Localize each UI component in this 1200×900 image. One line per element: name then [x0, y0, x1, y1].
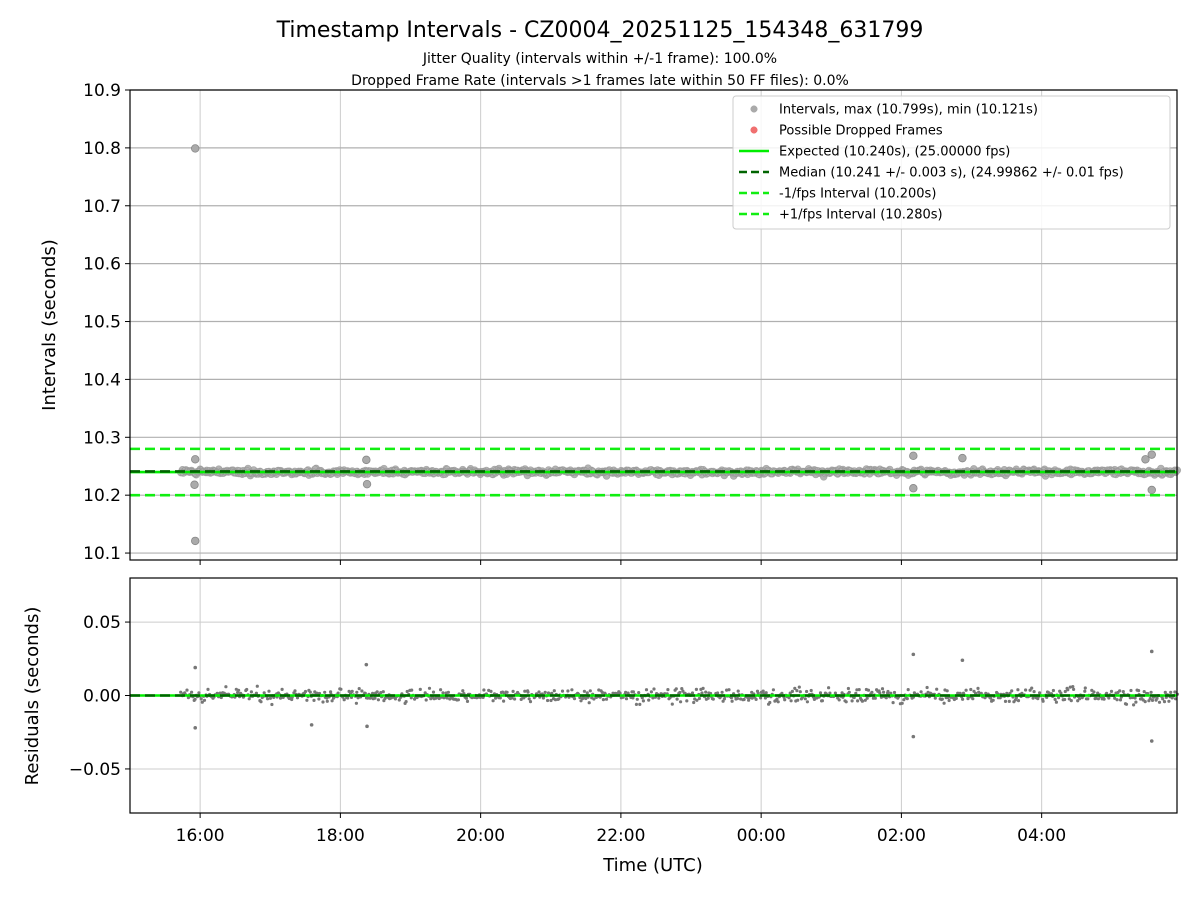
legend-box: [732, 95, 1171, 230]
intervals-y-tick-label: 10.2: [83, 486, 121, 506]
intervals-outlier-point: [1147, 485, 1156, 495]
legend-marker-0: [750, 105, 758, 113]
residuals-y-tick-label: 0.00: [83, 687, 121, 707]
chart-subtitle-dropped: Dropped Frame Rate (intervals >1 frames …: [351, 73, 849, 89]
residuals-panel: 0.05 0.00 −0.05 16:00 18:00 20:00 22:00 00:00 0…: [22, 577, 1180, 876]
x-tick-label: 18:00: [316, 826, 365, 846]
residuals-y-tick-label: −0.05: [69, 760, 121, 780]
intervals-y-tick-label: 10.6: [83, 255, 121, 275]
intervals-outlier-point: [191, 144, 200, 153]
intervals-plot-frame: [129, 89, 1178, 561]
legend-label-2: Expected (10.240s), (25.00000 fps): [779, 145, 1010, 160]
intervals-outlier-point: [362, 455, 371, 465]
intervals-outlier-point: [191, 455, 200, 464]
legend: Intervals, max (10.799s), min (10.121s) P…: [732, 95, 1171, 230]
residuals-outlier-point: [364, 662, 369, 667]
legend-label-3: Median (10.241 +/- 0.003 s), (24.99862 +…: [779, 166, 1124, 181]
intervals-y-tick-label: 10.7: [83, 197, 121, 217]
intervals-y-tick-label: 10.8: [83, 139, 121, 159]
residuals-outlier-point: [365, 724, 369, 729]
intervals-outlier-point: [362, 479, 372, 489]
intervals-y-tick-label: 10.4: [83, 370, 121, 390]
intervals-y-tick-label: 10.1: [83, 544, 121, 564]
intervals-outlier-point: [909, 484, 918, 493]
intervals-outlier-point: [1141, 455, 1150, 464]
intervals-panel: 10.1 10.2 10.3 10.4 10.5 10.6 10.7 10.8 10.9 Int…: [39, 81, 1182, 565]
legend-label-4: -1/fps Interval (10.200s): [779, 187, 936, 202]
x-tick-label: 00:00: [737, 826, 786, 846]
intervals-y-ticks: 10.1 10.2 10.3 10.4 10.5 10.6 10.7 10.8 10.9: [83, 81, 130, 564]
residuals-outlier-point: [1149, 739, 1154, 743]
residuals-outlier-point: [960, 658, 965, 663]
intervals-y-tick-label: 10.5: [83, 313, 121, 333]
residuals-outlier-point: [193, 726, 198, 730]
legend-label-0: Intervals, max (10.799s), min (10.121s): [779, 103, 1038, 118]
residuals-outlier-point: [911, 652, 916, 657]
residuals-x-ticks: 16:00 18:00 20:00 22:00 00:00 02:00 04:00: [176, 813, 1066, 846]
intervals-outlier-point: [909, 451, 918, 461]
x-tick-label: 16:00: [176, 826, 225, 846]
intervals-reference-lines: [130, 447, 1177, 497]
residuals-outlier-point: [193, 665, 198, 670]
intervals-outlier-point: [190, 480, 199, 489]
residuals-y-axis-label: Residuals (seconds): [22, 607, 43, 786]
x-tick-label: 20:00: [456, 826, 505, 846]
intervals-x-ticks: [199, 560, 1043, 565]
intervals-outlier-point: [958, 453, 967, 463]
legend-marker-1: [750, 126, 758, 134]
x-tick-label: 02:00: [877, 826, 926, 846]
residuals-y-ticks: 0.05 0.00 −0.05: [69, 613, 130, 780]
legend-label-5: +1/fps Interval (10.280s): [779, 208, 943, 223]
residuals-y-tick-label: 0.05: [83, 613, 121, 633]
intervals-outlier-point: [191, 536, 200, 546]
residuals-outlier-point: [309, 723, 314, 727]
x-tick-label: 04:00: [1017, 826, 1066, 846]
intervals-y-tick-label: 10.3: [83, 428, 121, 448]
residuals-outlier-point: [1149, 649, 1154, 654]
chart-title: Timestamp Intervals - CZ0004_20251125_15…: [276, 18, 924, 43]
legend-label-1: Possible Dropped Frames: [779, 124, 943, 139]
intervals-y-tick-label: 10.9: [83, 81, 121, 101]
intervals-outlier-point: [1147, 450, 1156, 459]
chart-subtitle-jitter: Jitter Quality (intervals within +/-1 fr…: [422, 51, 777, 67]
x-tick-label: 22:00: [596, 826, 645, 846]
intervals-y-axis-label: Intervals (seconds): [39, 239, 60, 411]
residuals-outlier-point: [911, 734, 916, 739]
x-axis-label: Time (UTC): [602, 855, 703, 876]
